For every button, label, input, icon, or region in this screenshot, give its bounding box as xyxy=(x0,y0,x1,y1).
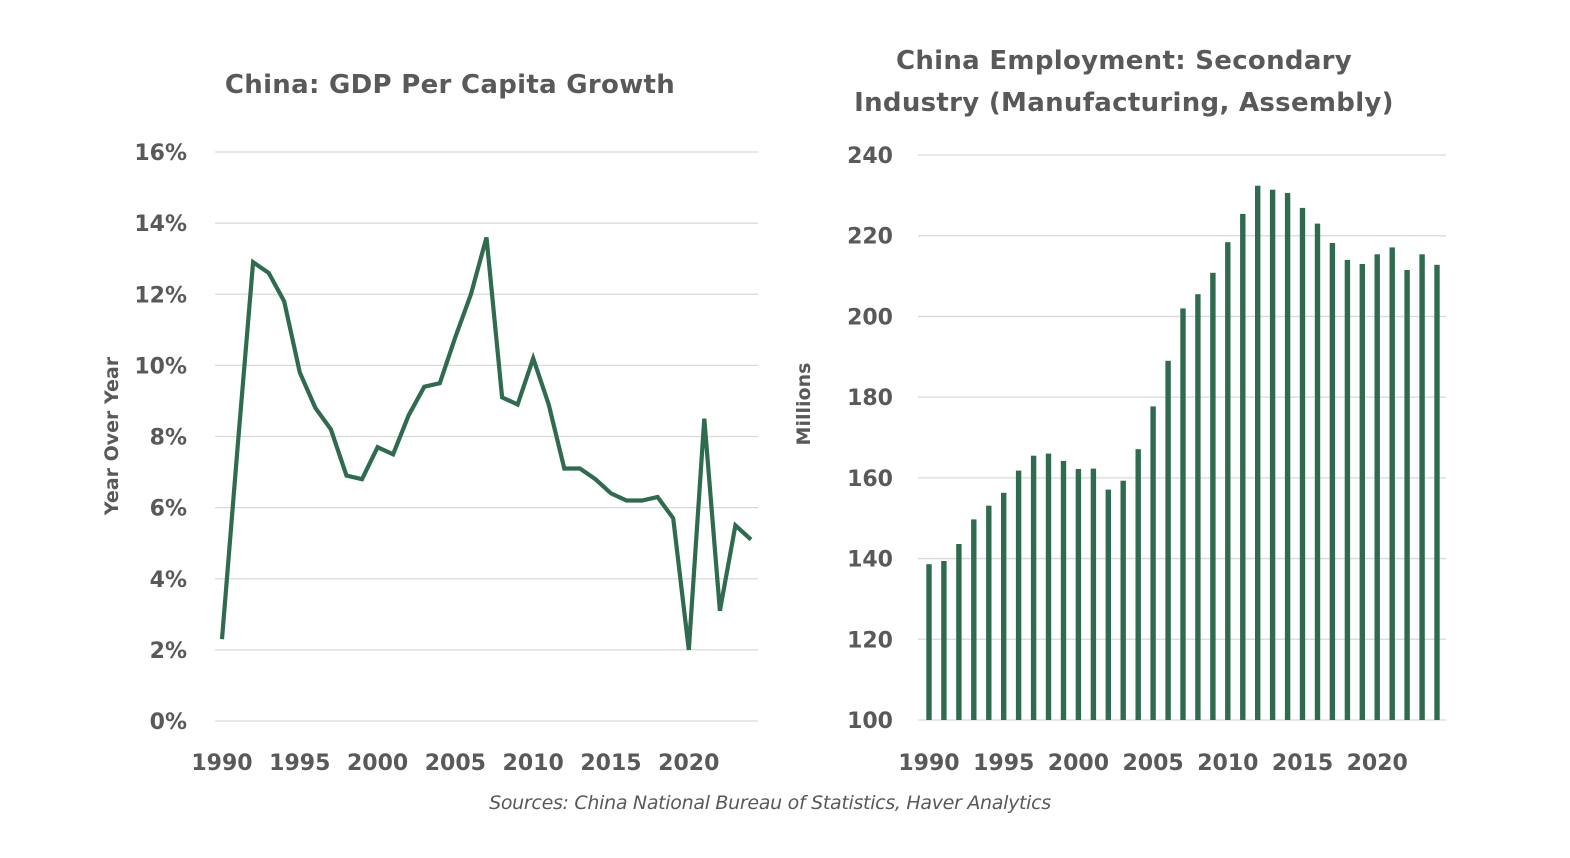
bar xyxy=(1030,455,1037,720)
right-chart-title: China Employment: Secondary Industry (Ma… xyxy=(824,40,1424,124)
bar xyxy=(1150,406,1156,720)
x-tick-label: 2010 xyxy=(503,751,564,776)
bar xyxy=(1314,223,1321,720)
bar xyxy=(971,519,977,720)
bar xyxy=(1329,243,1336,720)
bar xyxy=(1240,213,1246,720)
gdp-growth-line xyxy=(219,236,753,651)
y-tick-label: 0% xyxy=(150,710,187,735)
bar xyxy=(1419,254,1425,721)
y-tick-label: 4% xyxy=(150,568,187,593)
bar xyxy=(1015,470,1022,720)
y-tick-label: 140 xyxy=(847,548,893,573)
right-x-axis-ticks: 1990 1995 2000 2005 2010 2015 2020 xyxy=(898,751,1407,776)
left-y-axis-ticks: 0% 2% 4% 6% 8% 10% 12% 14% 16% xyxy=(134,141,187,735)
left-x-axis-ticks: 1990 1995 2000 2005 2010 2015 2020 xyxy=(191,751,719,776)
bar xyxy=(1284,192,1291,720)
x-tick-label: 2015 xyxy=(1272,751,1333,776)
y-tick-label: 10% xyxy=(134,354,187,379)
bar xyxy=(1135,449,1141,720)
bar xyxy=(1255,185,1261,720)
bar xyxy=(1075,469,1082,720)
bar xyxy=(956,544,962,720)
y-tick-label: 100 xyxy=(847,709,893,734)
bar xyxy=(986,505,992,720)
bar xyxy=(1180,308,1186,720)
x-tick-label: 2005 xyxy=(1123,751,1184,776)
gdp-growth-line-chart: 0% 2% 4% 6% 8% 10% 12% 14% 16% 1990 1995 2000 2005 2… xyxy=(134,141,758,776)
bar xyxy=(1195,294,1201,720)
bar xyxy=(1359,264,1365,720)
x-tick-label: 2000 xyxy=(347,751,408,776)
bar xyxy=(1344,259,1351,720)
y-tick-label: 120 xyxy=(847,628,893,653)
bar xyxy=(1105,489,1111,720)
y-tick-label: 14% xyxy=(134,212,187,237)
x-tick-label: 2020 xyxy=(658,751,719,776)
x-tick-label: 1990 xyxy=(898,751,959,776)
bar xyxy=(1120,480,1126,720)
bar xyxy=(1225,242,1231,720)
x-tick-label: 1990 xyxy=(191,751,252,776)
x-tick-label: 2020 xyxy=(1347,751,1408,776)
source-note: Sources: China National Bureau of Statis… xyxy=(489,792,1051,814)
bar xyxy=(1374,254,1380,721)
x-tick-label: 1995 xyxy=(269,751,330,776)
y-tick-label: 240 xyxy=(847,144,893,169)
y-tick-label: 200 xyxy=(847,305,893,330)
bar xyxy=(941,561,947,720)
x-tick-label: 2000 xyxy=(1048,751,1109,776)
x-tick-label: 2015 xyxy=(580,751,641,776)
y-tick-label: 12% xyxy=(134,283,187,308)
bar xyxy=(1389,247,1395,720)
bar xyxy=(1165,360,1171,720)
bar xyxy=(1404,270,1410,720)
y-tick-label: 8% xyxy=(150,426,187,451)
bar xyxy=(1001,492,1007,720)
bar xyxy=(1434,264,1440,720)
x-tick-label: 2010 xyxy=(1197,751,1258,776)
employment-bar-chart: 100 120 140 160 180 200 220 240 1990 1995 2000 200… xyxy=(847,144,1446,776)
right-bars xyxy=(926,185,1440,721)
y-tick-label: 6% xyxy=(150,497,187,522)
bar xyxy=(1269,189,1276,720)
y-tick-label: 160 xyxy=(847,467,893,492)
bar xyxy=(926,564,932,720)
right-y-axis-ticks: 100 120 140 160 180 200 220 240 xyxy=(847,144,893,734)
bar xyxy=(1299,207,1306,720)
y-tick-label: 180 xyxy=(847,386,893,411)
x-tick-label: 2005 xyxy=(425,751,486,776)
left-chart-title: China: GDP Per Capita Growth xyxy=(224,70,676,100)
y-tick-label: 16% xyxy=(134,141,187,166)
right-chart-title-line-1: China Employment: Secondary xyxy=(895,46,1353,76)
left-series xyxy=(219,236,753,651)
bar xyxy=(1045,453,1052,720)
right-chart-title-line-2: Industry (Manufacturing, Assembly) xyxy=(854,88,1394,118)
bar xyxy=(1210,272,1216,720)
y-tick-label: 2% xyxy=(150,639,187,664)
y-tick-label: 220 xyxy=(847,225,893,250)
bar xyxy=(1090,468,1097,720)
x-tick-label: 1995 xyxy=(973,751,1034,776)
bar xyxy=(1060,460,1067,720)
